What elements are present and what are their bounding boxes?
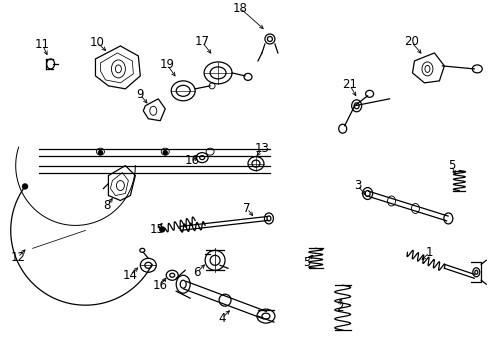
Text: 8: 8	[103, 199, 111, 212]
Text: 14: 14	[122, 269, 138, 282]
Text: 20: 20	[403, 36, 418, 49]
Text: 6: 6	[193, 266, 201, 279]
Text: 21: 21	[342, 78, 356, 91]
Text: 17: 17	[194, 36, 209, 49]
Text: 16: 16	[152, 279, 167, 292]
Text: 19: 19	[160, 58, 174, 71]
Text: 2: 2	[335, 301, 343, 314]
Ellipse shape	[163, 150, 167, 155]
Text: 5: 5	[303, 256, 310, 269]
Ellipse shape	[98, 150, 102, 155]
Ellipse shape	[160, 227, 164, 232]
Text: 3: 3	[353, 179, 361, 192]
Text: 15: 15	[149, 223, 164, 236]
Text: 4: 4	[218, 312, 225, 325]
Text: 13: 13	[254, 142, 269, 155]
Text: 10: 10	[90, 36, 105, 49]
Text: 9: 9	[136, 88, 144, 101]
Text: 11: 11	[35, 39, 50, 51]
Text: 7: 7	[243, 202, 250, 215]
Text: 18: 18	[232, 1, 247, 15]
Text: 12: 12	[10, 251, 25, 264]
Text: 1: 1	[425, 246, 432, 259]
Ellipse shape	[22, 184, 27, 189]
Text: 5: 5	[447, 159, 454, 172]
Text: 16: 16	[184, 154, 199, 167]
